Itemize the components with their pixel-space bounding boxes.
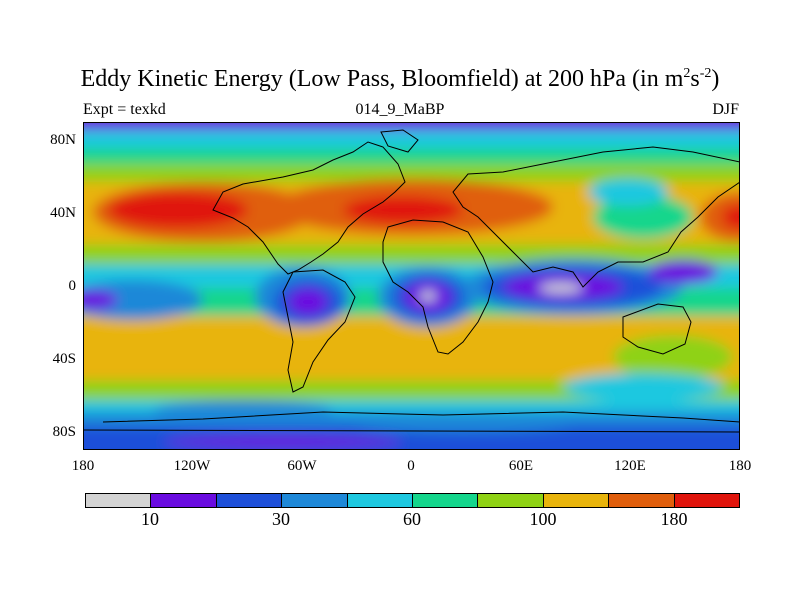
colorbar-swatch	[347, 494, 414, 507]
lon-tick-label: 120W	[173, 458, 211, 474]
colorbar-swatch	[413, 494, 479, 507]
lat-tick-label: 80N	[50, 132, 76, 148]
colorbar-label: 100	[529, 509, 557, 529]
lon-tick-label: 180	[71, 458, 95, 474]
experiment-label: Expt = texkd	[83, 101, 166, 118]
colorbar-label: 60	[403, 509, 421, 529]
map-plot	[83, 122, 740, 450]
lon-tick-label: 60E	[508, 458, 534, 474]
chart-title: Eddy Kinetic Energy (Low Pass, Bloomfiel…	[80, 66, 720, 92]
colorbar-swatch	[151, 494, 217, 507]
lat-tick-label: 0	[68, 278, 77, 294]
colorbar-label: 30	[272, 509, 290, 529]
colorbar-label: 10	[141, 509, 159, 529]
ekefield	[83, 122, 740, 450]
lat-tick-label: 80S	[52, 424, 76, 440]
colorbar-swatch	[609, 494, 675, 507]
lon-tick-label: 60W	[287, 458, 317, 474]
run-label: 014_9_MaBP	[355, 101, 445, 118]
lat-tick-label: 40S	[52, 351, 76, 367]
lon-tick-label: 120E	[614, 458, 646, 474]
colorbar-swatch	[86, 494, 152, 507]
colorbar-swatch	[478, 494, 544, 507]
colorbar-swatch	[543, 494, 610, 507]
colorbar-label: 180	[660, 509, 688, 529]
coastlines	[83, 129, 740, 433]
lon-tick-label: 0	[407, 458, 415, 474]
lat-tick-label: 40N	[50, 205, 76, 221]
colorbar-swatch	[216, 494, 283, 507]
colorbar	[85, 493, 740, 508]
colorbar-swatch	[674, 494, 740, 507]
season-label: DJF	[712, 101, 739, 118]
lon-tick-label: 180	[728, 458, 752, 474]
colorbar-swatch	[282, 494, 348, 507]
